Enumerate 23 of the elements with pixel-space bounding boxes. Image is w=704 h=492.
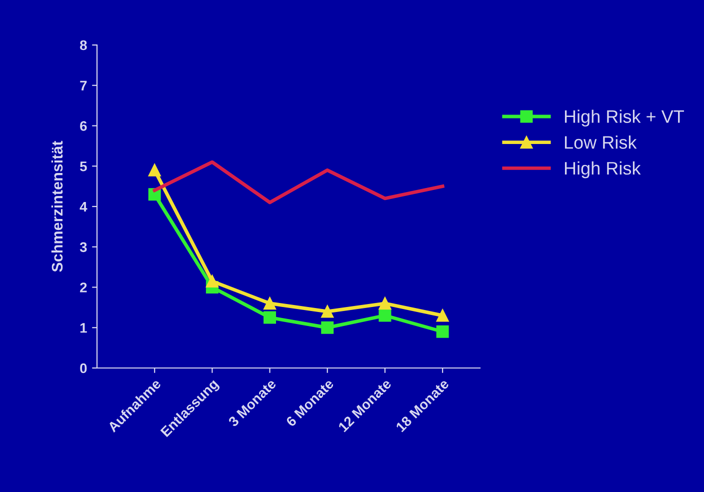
y-tick-label: 8 [80, 40, 87, 50]
legend-label: Low Risk [564, 136, 637, 149]
point [321, 305, 334, 318]
point [264, 297, 276, 310]
y-tick-label: 0 [80, 363, 87, 374]
legend-label: High Risk + VT [564, 110, 684, 127]
point [436, 325, 449, 338]
point [264, 311, 276, 324]
y-tick-label: 7 [80, 80, 87, 90]
y-tick-label: 2 [80, 282, 87, 292]
y-tick-label: 5 [80, 162, 87, 172]
point [148, 164, 161, 176]
y-axis-title: Schmerzintensität [51, 140, 63, 272]
point [321, 321, 334, 334]
y-tick-label: 4 [80, 202, 88, 212]
legend-label: High Risk [564, 161, 641, 178]
point [378, 309, 392, 322]
point [378, 297, 392, 310]
y-tick-label: 6 [80, 121, 87, 131]
point [436, 309, 449, 322]
point [206, 274, 218, 288]
y-tick-label: 3 [80, 242, 87, 252]
y-tick-label: 1 [80, 323, 87, 333]
